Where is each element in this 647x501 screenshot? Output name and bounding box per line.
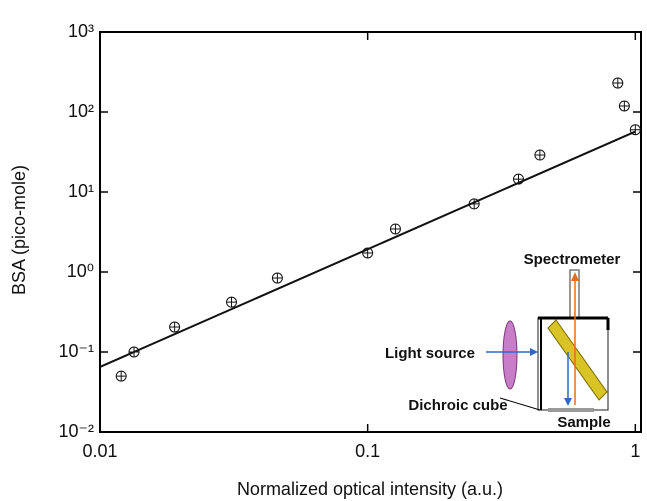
arrow-head (564, 398, 572, 406)
lens (502, 320, 518, 390)
point-cross (169, 322, 180, 333)
x-axis-label: Normalized optical intensity (a.u.) (237, 479, 503, 499)
point-cross (390, 223, 401, 234)
plot-frame (99, 31, 642, 433)
y-tick-label: 10¹ (68, 181, 94, 201)
data-point (115, 370, 127, 382)
data-point (271, 272, 283, 284)
data-point (618, 100, 630, 112)
y-tick-label: 10² (68, 101, 94, 121)
point-cross (272, 273, 283, 284)
y-tick-label: 10⁻² (58, 421, 94, 441)
inset-label: Spectrometer (524, 251, 621, 268)
inset-label: Dichroic cube (408, 397, 507, 414)
data-point (226, 296, 238, 308)
data-point (169, 321, 181, 333)
point-cross (534, 150, 545, 161)
point-cross (226, 297, 237, 308)
fit-line (99, 130, 636, 368)
y-tick-label: 10⁰ (67, 261, 94, 281)
point-cross (619, 100, 630, 111)
y-axis-label: BSA (pico-mole) (9, 165, 29, 295)
leader-line (499, 397, 541, 411)
inset-diagram: Spectrometer Light source Dichroic cube … (385, 251, 621, 431)
point-cross (116, 371, 127, 382)
y-tick-label: 10³ (68, 21, 94, 41)
x-tick-label: 0.01 (82, 441, 117, 461)
x-tick-label: 1 (630, 441, 640, 461)
data-point (389, 223, 401, 235)
y-tick-label: 10⁻¹ (58, 341, 94, 361)
arrow-head (530, 348, 538, 356)
point-cross (630, 124, 641, 135)
data-point (612, 77, 624, 89)
point-cross (612, 78, 623, 89)
sample-plate (548, 408, 594, 412)
arrow-head (571, 272, 579, 281)
x-tick-label: 0.1 (355, 441, 380, 461)
dichroic-mirror (547, 319, 608, 401)
inset-label: Sample (557, 414, 610, 431)
inset-label: Light source (385, 345, 475, 362)
data-point (534, 149, 546, 161)
